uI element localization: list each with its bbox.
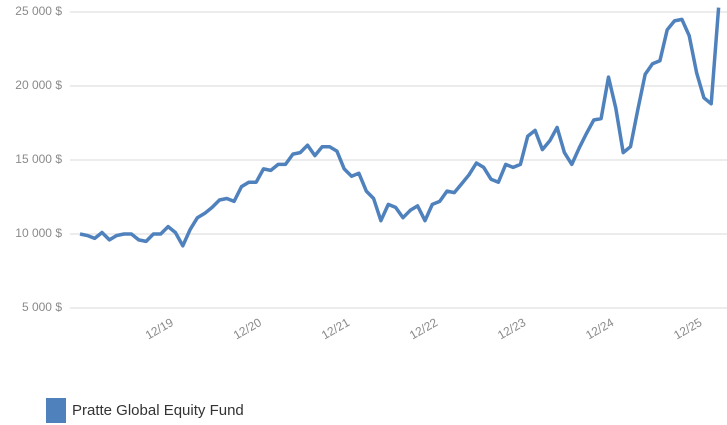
x-tick-label: 12/21 bbox=[319, 315, 352, 342]
legend-swatch bbox=[46, 398, 66, 423]
x-tick-label: 12/22 bbox=[407, 315, 440, 342]
y-tick-label: 15 000 $ bbox=[15, 152, 62, 166]
y-tick-label: 5 000 $ bbox=[22, 300, 62, 314]
line bbox=[79, 7, 721, 248]
y-tick-label: 10 000 $ bbox=[15, 226, 62, 240]
legend-label: Pratte Global Equity Fund bbox=[72, 402, 244, 419]
x-tick-label: 12/25 bbox=[671, 315, 704, 342]
x-tick-label: 12/20 bbox=[231, 315, 264, 342]
y-tick-label: 20 000 $ bbox=[15, 78, 62, 92]
x-tick-label: 12/23 bbox=[495, 315, 528, 342]
y-tick-label: 25 000 $ bbox=[15, 4, 62, 18]
x-tick-label: 12/19 bbox=[143, 315, 176, 342]
x-tick-label: 12/24 bbox=[583, 315, 616, 342]
